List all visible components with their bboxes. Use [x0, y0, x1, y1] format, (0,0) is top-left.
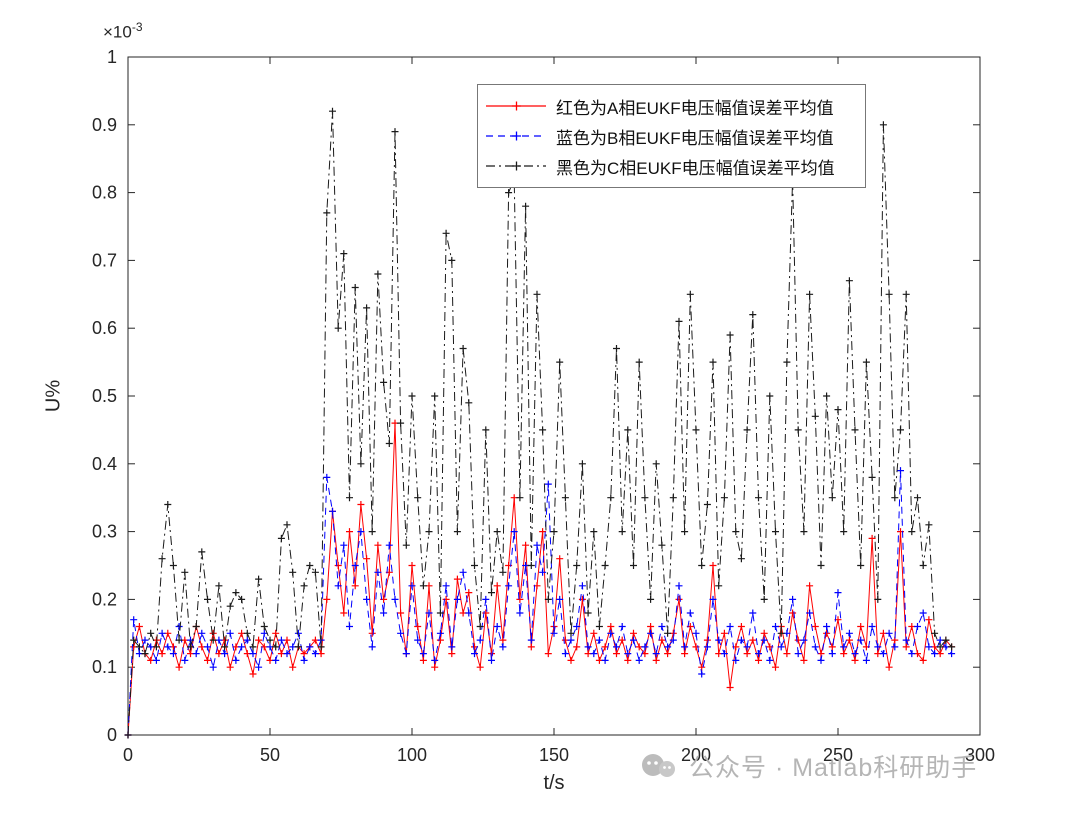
y-tick-label: 0 [107, 725, 117, 745]
y-axis-multiplier: ×10-3 [103, 20, 143, 43]
x-tick-label: 300 [965, 745, 995, 765]
y-tick-label: 0.6 [92, 318, 117, 338]
y-tick-label: 0.1 [92, 657, 117, 677]
y-axis-multiplier-exp: -3 [131, 20, 143, 34]
legend-item: 黑色为C相EUKF电压幅值误差平均值 [484, 151, 857, 181]
y-tick-label: 0.4 [92, 454, 117, 474]
watermark-logo-icon [638, 751, 680, 781]
series-markers-a [124, 419, 956, 739]
y-tick-label: 1 [107, 47, 117, 67]
legend-item-label: 红色为A相EUKF电压幅值误差平均值 [556, 98, 834, 118]
y-tick-label: 0.3 [92, 522, 117, 542]
legend-line-sample-red [486, 101, 546, 111]
legend-sample-marker [512, 101, 521, 111]
y-tick-label: 0.7 [92, 250, 117, 270]
legend-sample-marker [512, 131, 521, 141]
legend: 红色为A相EUKF电压幅值误差平均值 蓝色为B相EUKF电压幅值误差平均值 黑色… [477, 84, 866, 188]
series-markers-b [124, 467, 956, 739]
x-tick-label: 100 [397, 745, 427, 765]
y-tick-label: 0.2 [92, 589, 117, 609]
x-tick-label: 200 [681, 745, 711, 765]
watermark: 公众号 · Matlab科研助手 [638, 748, 977, 784]
x-axis-label: t/s [543, 772, 565, 794]
x-tick-label: 150 [539, 745, 569, 765]
series-markers-c [124, 107, 956, 739]
series-line-c [127, 111, 952, 736]
y-axis-label: U% [42, 379, 65, 413]
x-tick-label: 250 [823, 745, 853, 765]
x-tick-label: 0 [123, 745, 133, 765]
series-line-a [127, 423, 952, 736]
y-tick-label: 0.5 [92, 386, 117, 406]
series-line-b [127, 470, 952, 736]
watermark-text: 公众号 · Matlab科研助手 [689, 754, 978, 782]
y-tick-label: 0.8 [92, 183, 117, 203]
legend-line-sample-blue [486, 131, 546, 141]
legend-sample-marker [512, 161, 521, 171]
legend-item-label: 黑色为C相EUKF电压幅值误差平均值 [556, 158, 835, 178]
x-tick-label: 50 [260, 745, 280, 765]
legend-item-label: 蓝色为B相EUKF电压幅值误差平均值 [556, 128, 834, 148]
legend-item: 红色为A相EUKF电压幅值误差平均值 [484, 91, 857, 121]
y-axis-multiplier-base: ×10 [103, 22, 132, 42]
y-tick-label: 0.9 [92, 115, 117, 135]
legend-line-sample-black [486, 161, 546, 171]
legend-item: 蓝色为B相EUKF电压幅值误差平均值 [484, 121, 857, 151]
